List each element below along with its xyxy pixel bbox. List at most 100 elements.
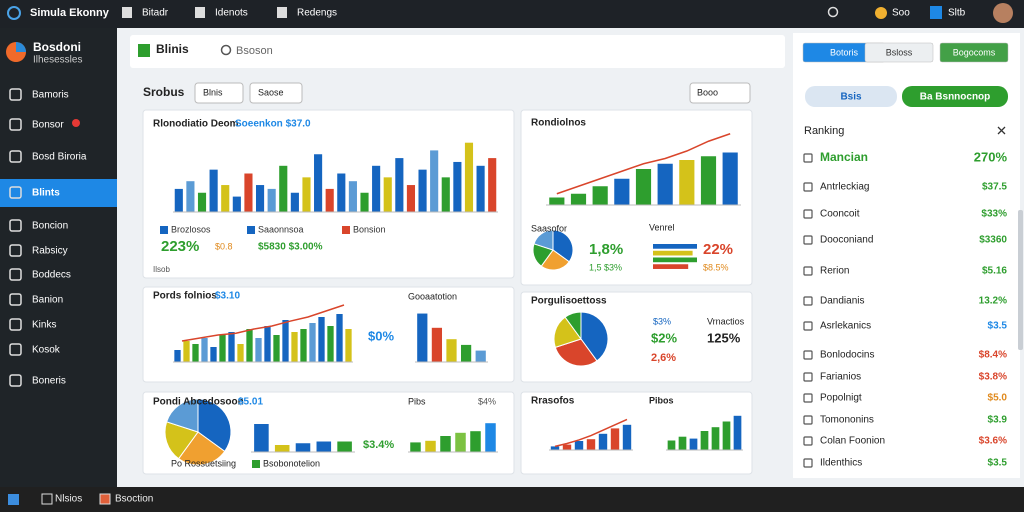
sidebar-icon <box>9 118 22 131</box>
taskbar-item[interactable]: Nlsios <box>55 494 82 505</box>
bar <box>440 436 451 452</box>
ranking-label[interactable]: Ildenthics <box>820 458 862 469</box>
panel-text: Rrasofos <box>531 396 575 407</box>
ranking-value: $3.5 <box>988 321 1008 332</box>
start-button[interactable] <box>8 494 19 505</box>
search-icon[interactable] <box>827 6 839 18</box>
bar <box>570 193 587 205</box>
sidebar-item[interactable]: Bamoris <box>32 90 69 101</box>
pill-button[interactable] <box>902 86 1008 107</box>
ranking-value: $5.0 <box>988 393 1008 404</box>
action-button-label[interactable]: Bsloss <box>886 47 913 57</box>
bar <box>446 339 457 362</box>
taskbar-icon[interactable] <box>41 493 53 505</box>
app-title: Simula Ekonny <box>30 7 110 19</box>
menu-item[interactable]: Bitadr <box>142 8 169 19</box>
close-icon[interactable] <box>997 126 1006 135</box>
ranking-label[interactable]: Bonlodocins <box>820 350 874 361</box>
ranking-label[interactable]: Farianios <box>820 372 861 383</box>
panel-text: $4% <box>478 396 496 406</box>
menu-item[interactable]: Idenots <box>215 8 248 19</box>
panel-text: Venrel <box>649 222 675 232</box>
filter-label[interactable]: Saose <box>258 87 284 97</box>
ranking-label[interactable]: Dandianis <box>820 296 864 307</box>
bar <box>549 197 565 205</box>
bar <box>722 421 731 450</box>
panel-text: 22% <box>703 241 733 258</box>
panel-text: 223% <box>161 238 199 255</box>
bar <box>327 326 334 362</box>
pill-label[interactable]: Ba Bsnnocnop <box>920 92 991 103</box>
sidebar-item[interactable]: Kosok <box>32 345 61 356</box>
bar <box>562 444 572 450</box>
bar <box>722 152 738 205</box>
sort-label[interactable]: Booo <box>697 87 718 97</box>
action-button[interactable] <box>864 42 934 63</box>
bar <box>667 440 676 450</box>
action-button-label[interactable]: Bogocoms <box>953 47 996 57</box>
ranking-label[interactable]: Dooconiand <box>820 235 873 246</box>
panel-text: $3.10 <box>215 291 240 302</box>
sidebar-item[interactable]: Boneris <box>32 376 66 387</box>
panel-text: $0% <box>368 328 394 343</box>
taskbar-icon[interactable] <box>99 493 111 505</box>
taskbar-item[interactable]: Bsoction <box>115 494 153 505</box>
sidebar-item[interactable]: Boncion <box>32 221 68 232</box>
sidebar-item[interactable]: Banion <box>32 295 63 306</box>
ranking-label[interactable]: Colan Foonion <box>820 436 885 447</box>
bar <box>254 424 269 452</box>
ranking-label[interactable]: Antrleckiag <box>820 182 869 193</box>
scrollbar[interactable] <box>1018 210 1023 350</box>
ranking-value: $8.4% <box>979 350 1007 361</box>
sidebar-item[interactable]: Kinks <box>32 320 56 331</box>
tab-label[interactable]: Blinis <box>156 42 189 56</box>
ranking-label[interactable]: Tomononins <box>820 415 874 426</box>
filter-dropdown[interactable] <box>194 82 244 104</box>
pill-button[interactable] <box>805 86 897 107</box>
taskbar <box>0 487 1024 512</box>
action-button-label[interactable]: Botoris <box>830 47 859 57</box>
bar <box>295 443 311 452</box>
hbar <box>653 244 697 249</box>
avatar[interactable] <box>993 3 1013 23</box>
bar <box>273 335 280 362</box>
menu-icon <box>277 7 287 18</box>
ranking-value: $33% <box>981 209 1007 220</box>
sidebar-item[interactable]: Boddecs <box>32 270 71 281</box>
sort-dropdown[interactable] <box>689 82 751 104</box>
sidebar-item[interactable]: Bonsor <box>32 120 64 131</box>
bar <box>418 169 427 212</box>
action-button[interactable] <box>939 42 1009 63</box>
bar <box>174 188 183 212</box>
ranking-label[interactable]: Asrlekanics <box>820 321 871 332</box>
filter-label[interactable]: Blnis <box>203 87 223 97</box>
ranking-label[interactable]: Rerion <box>820 266 849 277</box>
row-icon <box>803 266 813 276</box>
bar <box>314 154 323 212</box>
bar <box>430 150 439 212</box>
panel-text: $3.4% <box>363 439 394 451</box>
bar <box>485 423 496 452</box>
filter-dropdown[interactable] <box>249 82 303 104</box>
sidebar-item[interactable]: Bosd Biroria <box>32 152 87 163</box>
menu-item[interactable]: Redengs <box>297 8 337 19</box>
ranking-label[interactable]: Popolnigt <box>820 393 862 404</box>
panel-text: Pibos <box>649 395 674 405</box>
brand: Bosdoni <box>33 40 81 54</box>
sidebar-item[interactable]: Blints <box>32 188 60 199</box>
tab-search-icon[interactable] <box>220 44 232 56</box>
bar <box>209 169 218 212</box>
panel-text: $0.8 <box>215 241 233 251</box>
bar <box>255 338 262 362</box>
panel-text: $8.5% <box>703 262 729 272</box>
panel-text: Rlonodiatio Deom <box>153 119 239 130</box>
ranking-label[interactable]: Cooncoit <box>820 209 860 220</box>
sidebar-item[interactable]: Rabsicy <box>32 246 68 257</box>
bar <box>410 442 421 452</box>
pill-label[interactable]: Bsis <box>840 92 862 103</box>
ranking-label[interactable]: Mancian <box>820 150 868 164</box>
panel-text: Saaonnsoa <box>258 224 304 234</box>
bar <box>221 185 230 212</box>
panel-card <box>520 391 753 475</box>
